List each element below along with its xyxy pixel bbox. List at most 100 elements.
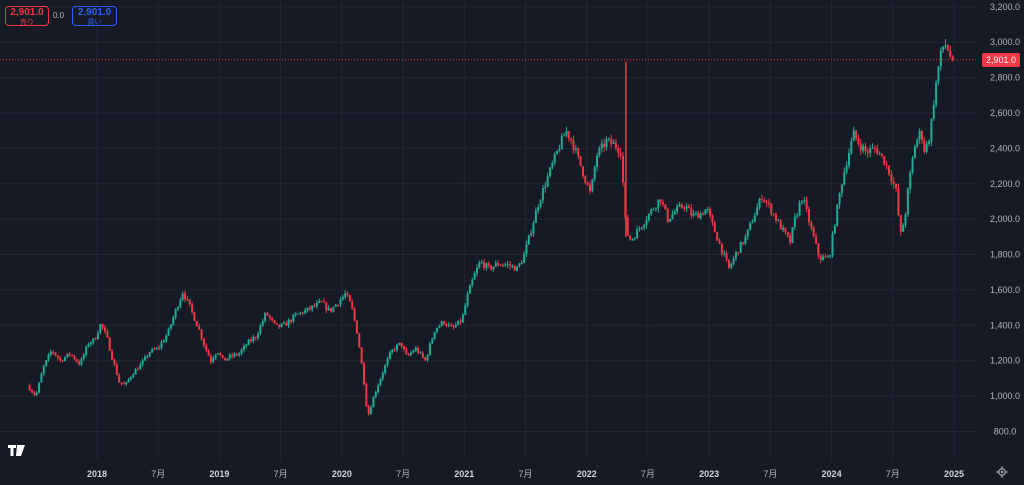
time-axis[interactable]: 2018 7月 2019 7月 2020 7月 2021 7月 2022 7月 2023 7月 2024…	[87, 469, 964, 479]
candle	[621, 151, 624, 187]
candle	[388, 350, 391, 360]
candle	[605, 136, 608, 151]
candle	[685, 203, 688, 212]
candle	[652, 207, 655, 211]
candle	[944, 39, 947, 50]
candle	[374, 390, 377, 399]
sell-button[interactable]: 2,901.0 売り	[5, 6, 49, 26]
candle	[805, 196, 808, 213]
candle	[99, 323, 102, 335]
candle	[311, 305, 314, 313]
x-tick-label: 2020	[332, 469, 352, 479]
candle	[33, 390, 36, 397]
candle	[104, 324, 107, 334]
candle	[207, 349, 210, 356]
candle	[494, 259, 497, 267]
candle	[812, 225, 815, 238]
candle	[723, 249, 726, 257]
candle	[920, 129, 923, 144]
candle	[772, 213, 775, 217]
candle	[751, 219, 754, 224]
candle	[433, 331, 436, 340]
candle	[862, 143, 865, 154]
candle	[304, 307, 307, 315]
candle	[200, 329, 203, 341]
candle	[111, 349, 114, 361]
candle	[822, 253, 825, 261]
candle	[440, 320, 443, 327]
candle	[139, 362, 142, 370]
candle	[643, 223, 646, 231]
candle	[308, 305, 311, 312]
candle	[75, 357, 78, 364]
candle	[148, 351, 151, 358]
candle	[325, 301, 328, 314]
candle	[217, 353, 220, 356]
candle	[238, 352, 241, 358]
candle	[770, 202, 773, 216]
candle	[355, 320, 358, 334]
candle	[645, 216, 648, 229]
current-price-label: 2,901.0	[982, 52, 1020, 67]
candle	[532, 220, 535, 237]
candle	[932, 100, 935, 121]
candle	[198, 323, 201, 331]
candle	[586, 181, 589, 187]
candle	[706, 206, 709, 214]
candle	[353, 307, 356, 322]
buy-button[interactable]: 2,901.0 買い	[72, 6, 117, 26]
candle	[789, 232, 792, 246]
candle	[431, 337, 434, 344]
candle	[42, 364, 45, 377]
candle	[906, 187, 909, 217]
candle	[245, 343, 248, 349]
candle	[106, 329, 109, 339]
candle	[709, 206, 712, 219]
gear-icon[interactable]	[996, 466, 1008, 478]
candle	[852, 126, 855, 142]
candle	[290, 318, 293, 324]
candle	[153, 347, 156, 351]
y-tick-label: 1,200.0	[990, 356, 1020, 366]
candle	[511, 264, 514, 269]
candle	[193, 311, 196, 322]
candle	[607, 137, 610, 142]
candle	[254, 336, 257, 341]
candle	[563, 132, 566, 137]
x-tick-label: 2018	[87, 469, 107, 479]
candle	[205, 343, 208, 353]
candle	[330, 307, 333, 313]
y-tick-label: 3,200.0	[990, 2, 1020, 12]
y-tick-label: 3,000.0	[990, 37, 1020, 47]
candle	[249, 337, 252, 344]
candle	[292, 313, 295, 324]
candle	[370, 405, 373, 415]
candle	[664, 204, 667, 211]
candle	[287, 318, 290, 329]
candle	[838, 192, 841, 209]
candle	[525, 240, 528, 257]
candle	[909, 169, 912, 194]
candle	[400, 342, 403, 349]
candle	[492, 266, 495, 272]
candle	[259, 323, 262, 336]
tradingview-logo-icon[interactable]	[8, 444, 30, 458]
candle	[398, 342, 401, 346]
candle	[407, 353, 410, 356]
candle	[779, 219, 782, 230]
candle	[530, 229, 533, 238]
candle	[876, 144, 879, 156]
candle	[765, 199, 768, 208]
candle	[895, 183, 898, 192]
y-tick-label: 1,600.0	[990, 285, 1020, 295]
candle	[358, 332, 361, 348]
x-tick-label: 7月	[274, 469, 288, 479]
candle	[443, 320, 446, 326]
candle	[242, 343, 245, 353]
candle	[633, 236, 636, 241]
candle	[742, 241, 745, 246]
candle	[727, 259, 730, 270]
candle	[793, 213, 796, 230]
price-axis[interactable]: 800.0 1,000.0 1,200.0 1,400.0 1,600.0 1,800.0…	[990, 2, 1020, 437]
